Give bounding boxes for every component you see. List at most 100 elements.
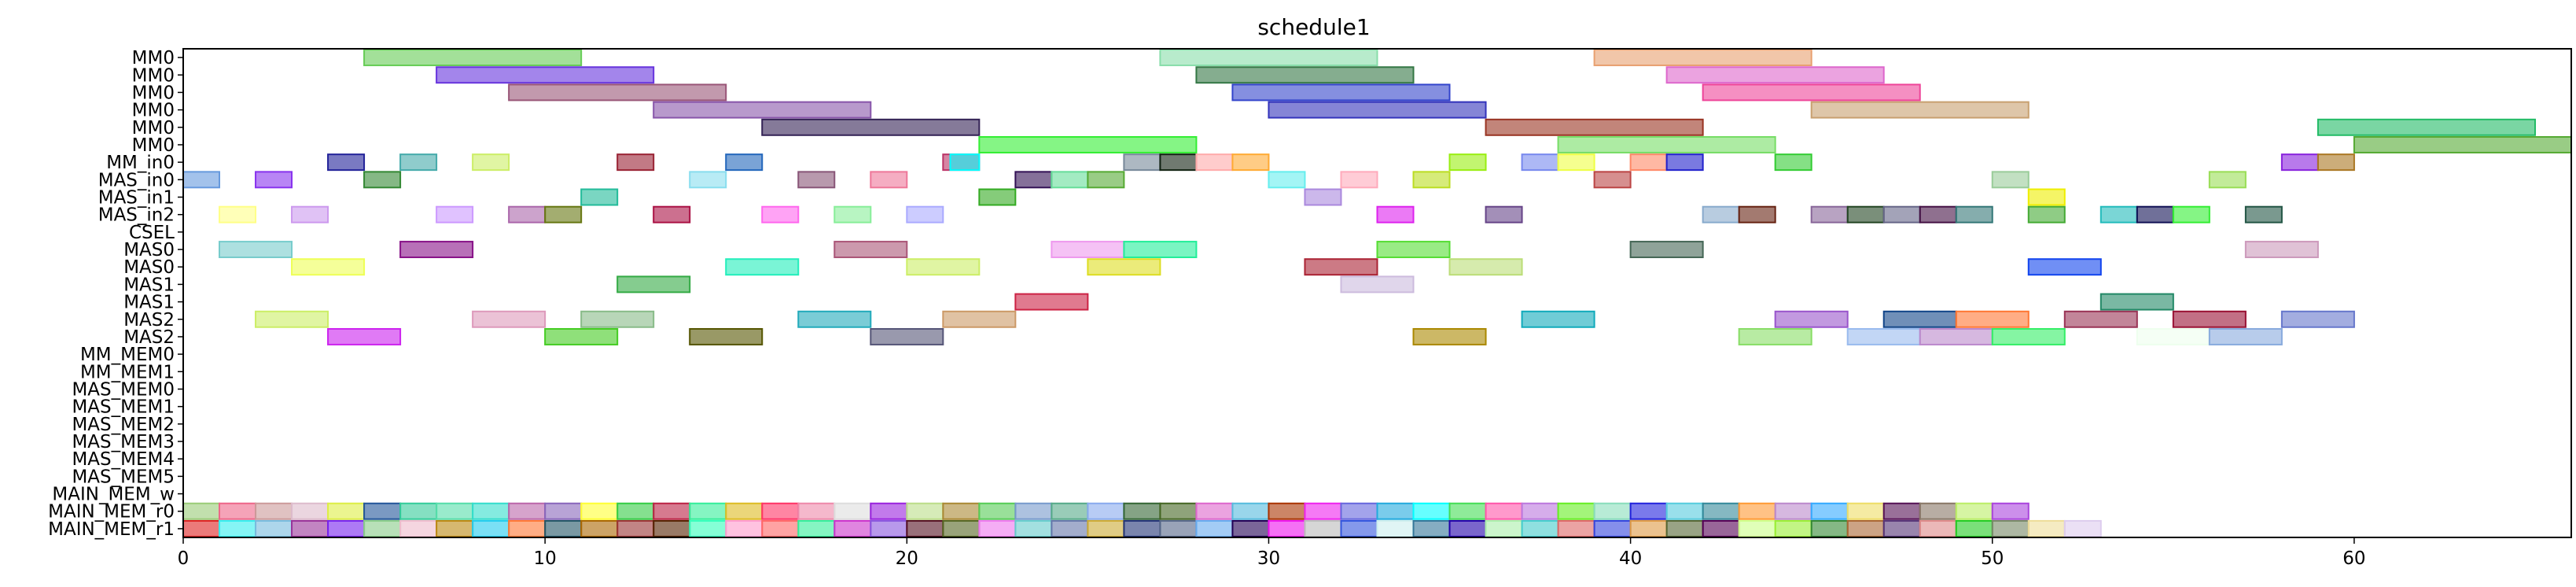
main-mem-r0-slot [1774,502,1812,520]
schedule-bar [1485,205,1523,223]
main-mem-r0-slot [580,502,619,520]
schedule-bar [1014,293,1089,311]
y-tick-label: MAS_MEM2 [72,415,175,435]
schedule-bar [1485,118,1704,136]
schedule-bar [1340,171,1378,189]
main-mem-r1-slot [1268,519,1306,537]
y-tick-label: MM0 [132,48,175,68]
schedule-bar [1340,275,1415,294]
schedule-bar [1738,327,1812,345]
schedule-bar [1195,66,1415,84]
main-mem-r0-slot [616,502,655,520]
y-tick-label: MAS_in1 [98,188,175,209]
y-tick-label: MAS_in0 [98,170,175,190]
y-tick-label: MAIN_MEM_r0 [48,502,175,522]
schedule-bar [906,205,944,223]
schedule-bar [1521,153,1559,172]
y-tick-label: MAS1 [123,275,175,295]
schedule-bar [544,205,583,223]
main-mem-r1-slot [1846,519,1885,537]
main-mem-r0-slot [1231,502,1270,520]
schedule-bar [2099,205,2138,223]
schedule-bar [725,258,800,276]
x-tick-label: 20 [896,548,918,569]
main-mem-r1-slot [870,519,908,537]
x-tick-label: 30 [1257,548,1280,569]
schedule-bar [2136,205,2174,223]
main-mem-r0-slot [399,502,438,520]
schedule-bar [949,153,981,172]
schedule-bar [1376,205,1415,223]
main-mem-r0-slot [544,502,583,520]
main-mem-r1-slot [689,519,727,537]
schedule-bar [1195,153,1234,172]
main-mem-r0-slot [1014,502,1053,520]
schedule-bar [1304,188,1342,206]
main-mem-r0-slot [761,502,800,520]
main-mem-r0-slot [834,502,872,520]
schedule-bar [2317,118,2536,136]
main-mem-r1-slot [327,519,366,537]
main-mem-r1-slot [182,519,221,537]
main-mem-r1-slot [1521,519,1559,537]
main-mem-r0-slot [1340,502,1378,520]
y-tick-label: MAS_MEM3 [72,432,175,452]
schedule-bar [1665,66,1885,84]
schedule-bar [1774,153,1812,172]
x-tick-label: 60 [2342,548,2365,569]
main-mem-r0-slot [1665,502,1704,520]
schedule-bar [978,188,1017,206]
y-tick-label: MM0 [132,135,175,156]
main-mem-r1-slot [399,519,438,537]
schedule-bar [2317,153,2355,172]
main-mem-r1-slot [1774,519,1812,537]
main-mem-r1-slot [1051,519,1089,537]
main-mem-r1-slot [1810,519,1849,537]
main-mem-r1-slot [1593,519,1632,537]
schedule-bar [616,275,691,294]
schedule-bar [2280,310,2355,328]
main-mem-r0-slot [472,502,510,520]
schedule-bar [2172,310,2247,328]
schedule-bar [2136,327,2210,345]
main-mem-r0-slot [1955,502,1993,520]
main-mem-r0-slot [906,502,944,520]
main-mem-r1-slot [616,519,655,537]
schedule-bar [761,118,981,136]
main-mem-r1-slot [1882,519,1921,537]
y-tick-label: MAS1 [123,293,175,313]
plot-frame [182,48,2572,538]
main-mem-r1-slot [1159,519,1198,537]
schedule-bar [1304,258,1378,276]
main-mem-r1-slot [2063,519,2102,537]
schedule-bar [2244,205,2283,223]
schedule-bar [1991,327,2066,345]
schedule-bar [327,327,402,345]
schedule-bar [1123,153,1161,172]
x-tick-label: 40 [1619,548,1642,569]
y-tick-label: MAS2 [123,327,175,348]
schedule-bar [219,241,293,259]
schedule-bar [2208,171,2247,189]
y-tick-label: MM0 [132,101,175,121]
main-mem-r1-slot [1955,519,1993,537]
schedule-bar [1846,327,1921,345]
main-mem-r1-slot [725,519,764,537]
main-mem-r1-slot [1448,519,1487,537]
schedule-bar [2099,293,2174,311]
schedule-bar [327,153,366,172]
schedule-bar [1557,153,1595,172]
main-mem-r0-slot [182,502,221,520]
schedule-bar [1159,49,1378,67]
main-mem-r1-slot [1629,519,1668,537]
schedule-bar [2172,205,2210,223]
schedule-bar [1955,310,2030,328]
main-mem-r1-slot [472,519,510,537]
schedule-bar [797,171,836,189]
schedule-bar [363,49,583,67]
schedule-bar [182,171,221,189]
main-mem-r1-slot [1991,519,2030,537]
y-tick-label: MAS_in2 [98,205,175,226]
schedule-bar [797,310,872,328]
main-mem-r1-slot [1412,519,1451,537]
